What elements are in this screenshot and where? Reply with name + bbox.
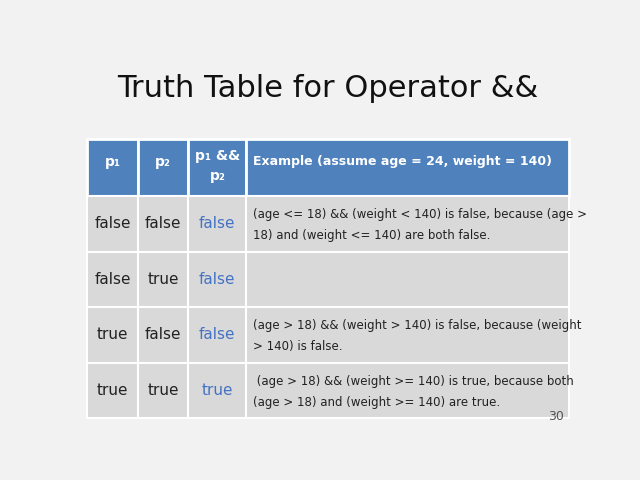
Text: true: true [97,383,129,398]
FancyBboxPatch shape [246,307,568,362]
Text: false: false [95,216,131,231]
FancyBboxPatch shape [88,252,138,307]
Text: 18) and (weight <= 140) are both false.: 18) and (weight <= 140) are both false. [253,229,490,242]
FancyBboxPatch shape [88,307,138,362]
FancyBboxPatch shape [138,196,188,252]
FancyBboxPatch shape [138,307,188,362]
FancyBboxPatch shape [138,139,188,196]
FancyBboxPatch shape [246,139,568,196]
Text: 30: 30 [548,410,564,423]
Text: false: false [95,272,131,287]
Text: (age <= 18) && (weight < 140) is false, because (age >: (age <= 18) && (weight < 140) is false, … [253,208,587,221]
Text: p₂: p₂ [209,169,225,183]
FancyBboxPatch shape [188,139,246,196]
Text: p₂: p₂ [156,155,171,169]
Text: > 140) is false.: > 140) is false. [253,340,342,353]
FancyBboxPatch shape [246,362,568,418]
FancyBboxPatch shape [246,252,568,307]
FancyBboxPatch shape [188,307,246,362]
Text: false: false [145,327,182,342]
Text: true: true [202,383,233,398]
Text: (age > 18) && (weight >= 140) is true, because both: (age > 18) && (weight >= 140) is true, b… [253,375,573,388]
FancyBboxPatch shape [88,362,138,418]
Text: true: true [147,383,179,398]
Text: (age > 18) and (weight >= 140) are true.: (age > 18) and (weight >= 140) are true. [253,396,500,409]
Text: false: false [199,327,236,342]
FancyBboxPatch shape [88,139,138,196]
FancyBboxPatch shape [138,252,188,307]
Text: p₁: p₁ [105,155,121,169]
FancyBboxPatch shape [246,196,568,252]
Text: true: true [97,327,129,342]
Text: false: false [145,216,182,231]
Text: false: false [199,216,236,231]
FancyBboxPatch shape [188,362,246,418]
FancyBboxPatch shape [88,196,138,252]
Text: true: true [147,272,179,287]
Text: Example (assume age = 24, weight = 140): Example (assume age = 24, weight = 140) [253,156,552,168]
FancyBboxPatch shape [138,362,188,418]
Text: false: false [199,272,236,287]
FancyBboxPatch shape [188,252,246,307]
Text: (age > 18) && (weight > 140) is false, because (weight: (age > 18) && (weight > 140) is false, b… [253,319,581,332]
FancyBboxPatch shape [188,196,246,252]
Text: Truth Table for Operator &&: Truth Table for Operator && [117,74,539,103]
Text: p₁ &&: p₁ && [195,149,240,163]
